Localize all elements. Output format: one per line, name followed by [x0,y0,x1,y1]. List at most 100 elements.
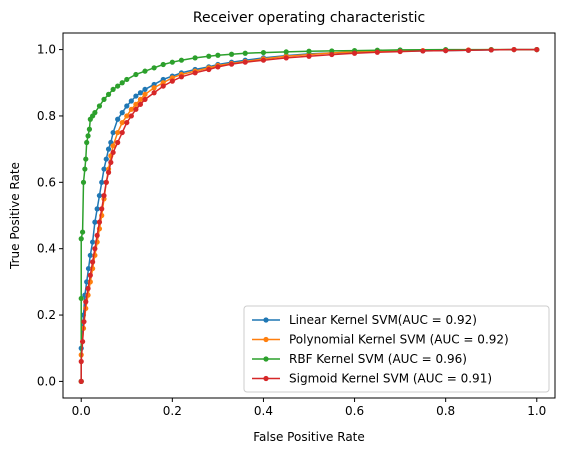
y-tick-label: 0.2 [37,308,56,322]
data-point [83,299,89,305]
legend-box [243,305,550,393]
data-point [96,219,103,225]
data-point [80,179,87,185]
data-point [83,156,89,162]
data-point [115,116,121,122]
legend-label: RBF Kernel SVM (AUC = 0.96) [289,352,467,366]
data-point [86,126,93,132]
data-point [96,103,103,109]
data-point [115,139,121,146]
data-point [420,48,426,54]
data-point [260,57,267,63]
x-axis: 0.0 0.2 0.4 0.6 0.8 1.0 [72,398,546,418]
data-point [85,285,91,292]
data-point [137,96,144,102]
legend-marker [263,317,269,323]
data-point [133,106,139,112]
data-point [283,49,289,55]
data-point [329,48,335,54]
data-point [92,246,98,252]
data-point [160,61,166,68]
data-point [128,98,134,104]
data-point [151,65,157,71]
series-4 [78,46,540,385]
data-point [115,83,121,89]
data-point [85,265,92,272]
legend-marker [263,336,269,343]
data-point [260,49,267,56]
data-point [99,179,105,185]
data-point [110,143,116,149]
data-point [178,57,185,63]
data-point [90,259,96,265]
data-point [78,295,84,302]
data-point [488,47,494,53]
data-point [78,378,84,385]
y-tick-label: 0.8 [37,109,56,123]
data-point [534,46,540,53]
data-point [105,146,112,152]
data-point [142,86,148,93]
data-point [103,156,109,162]
data-point [228,51,235,57]
data-point [242,59,248,65]
data-point [215,52,221,58]
data-point [374,49,380,55]
legend-label: Sigmoid Kernel SVM (AUC = 0.91) [289,372,492,386]
data-point [103,179,109,185]
data-point [178,74,185,80]
data-point [110,129,116,136]
data-point [206,53,212,59]
data-point [133,101,139,107]
series-line [80,48,537,382]
data-point [160,83,166,89]
data-point [96,192,103,199]
data-point [133,71,139,78]
data-point [119,119,125,126]
data-point [465,47,472,53]
data-point [115,129,121,136]
chart-title: Receiver operating characteristic [193,10,425,26]
data-point [81,319,87,325]
plot-area [62,32,556,399]
y-tick-label: 1.0 [37,43,56,57]
x-tick-label: 0.0 [72,404,91,418]
data-point [119,80,125,86]
data-point [87,252,93,258]
x-tick-label: 0.6 [345,404,364,418]
legend-label: Linear Kernel SVM(AUC = 0.92) [289,313,477,327]
data-point [142,91,148,97]
data-point [128,106,134,112]
data-point [128,113,134,119]
data-point [151,85,157,91]
data-point [137,90,144,96]
legend-marker [263,375,269,382]
data-point [108,159,114,166]
legend: Linear Kernel SVM(AUC = 0.92) Polynomial … [243,305,550,393]
data-point [306,53,312,59]
y-tick-label: 0.4 [37,242,56,256]
data-point [142,96,148,102]
data-point [92,110,98,116]
data-point [110,86,116,93]
data-point [79,338,86,345]
data-point [79,229,86,235]
data-point [192,70,198,76]
data-point [511,46,517,53]
data-point [85,133,91,139]
data-point [283,55,289,61]
data-point [119,129,125,136]
data-point [101,96,107,102]
data-point [101,192,107,199]
series-layer [78,46,540,385]
data-point [124,76,130,83]
data-point [99,206,105,212]
data-point [90,239,96,245]
data-point [78,236,84,242]
data-point [82,166,88,172]
data-point [78,358,84,365]
data-point [105,91,112,97]
data-point [142,68,148,74]
x-axis-label: False Positive Rate [253,430,365,444]
